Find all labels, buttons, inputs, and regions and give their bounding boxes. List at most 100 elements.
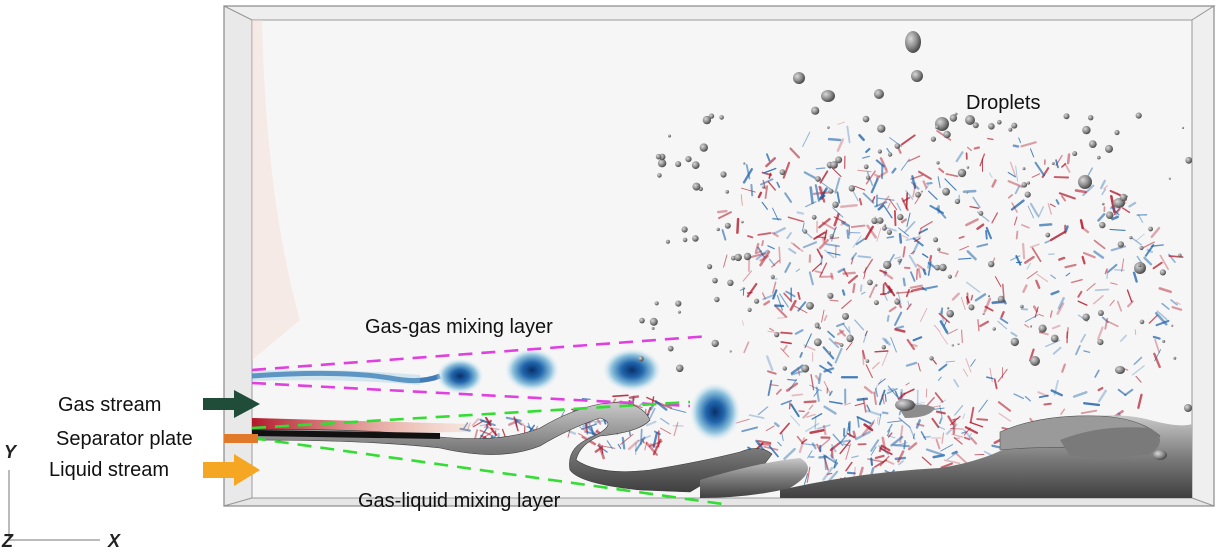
vorticity-streak (748, 293, 752, 294)
droplet (666, 240, 670, 244)
vorticity-streak (919, 269, 920, 277)
droplet (650, 318, 658, 326)
droplet (1045, 233, 1050, 238)
droplet (712, 278, 718, 284)
vorticity-streak (1023, 244, 1024, 258)
droplet (725, 190, 729, 194)
droplet (692, 161, 700, 169)
droplet (1089, 140, 1097, 148)
vorticity-streak (964, 191, 975, 192)
vorticity-streak (630, 397, 638, 398)
vorticity-streak (1014, 146, 1018, 147)
vorticity-streak (788, 380, 796, 381)
vorticity-streak (613, 395, 628, 396)
droplet (877, 125, 885, 133)
droplet (762, 186, 765, 189)
vorticity-streak (641, 429, 642, 444)
droplet (1078, 175, 1092, 189)
droplet (780, 169, 786, 175)
vorticity-streak (858, 256, 870, 257)
droplet (905, 31, 921, 53)
droplet (969, 304, 975, 310)
droplet (811, 107, 819, 115)
droplet (748, 308, 752, 312)
droplet (793, 72, 805, 84)
vorticity-streak (825, 457, 826, 470)
droplet (1138, 264, 1141, 267)
vorticity-streak (770, 385, 778, 386)
vorticity-streak (823, 238, 824, 242)
droplet (668, 346, 674, 352)
vortex-2 (504, 348, 560, 392)
droplet (1171, 325, 1173, 327)
vorticity-streak (895, 211, 896, 225)
vorticity-streak (1017, 232, 1018, 239)
droplet (1148, 227, 1153, 232)
vorticity-streak (975, 148, 979, 149)
droplet (835, 156, 842, 163)
droplet (1169, 178, 1171, 180)
droplet (866, 359, 870, 363)
vorticity-streak (1040, 224, 1051, 225)
droplet (754, 299, 759, 304)
shear-layer-halo (252, 375, 420, 380)
droplets-label: Droplets (966, 92, 1040, 115)
droplet (864, 164, 869, 169)
vorticity-streak (811, 188, 813, 203)
vorticity-streak (824, 426, 825, 434)
droplet (997, 120, 1002, 125)
droplet (1184, 404, 1192, 412)
vorticity-streak (858, 418, 859, 427)
droplet (846, 335, 853, 342)
vorticity-streak (924, 270, 926, 274)
droplet (979, 211, 984, 216)
vorticity-streak (1096, 290, 1109, 291)
vortex-4 (689, 382, 741, 442)
droplet (895, 143, 901, 149)
droplet (707, 264, 712, 269)
vorticity-streak (887, 237, 893, 238)
vorticity-streak (827, 473, 831, 474)
droplet (937, 248, 940, 251)
droplet (1114, 130, 1119, 135)
droplet (1098, 310, 1104, 316)
vorticity-streak (1044, 404, 1050, 405)
droplet (1023, 167, 1026, 170)
vorticity-streak (858, 399, 867, 400)
vorticity-streak (977, 419, 987, 420)
droplet (1030, 325, 1032, 327)
vorticity-streak (904, 441, 905, 449)
droplet (931, 137, 936, 142)
droplet (871, 218, 877, 224)
droplet (950, 114, 957, 121)
droplet (840, 343, 844, 347)
droplet (692, 235, 699, 242)
droplet (720, 171, 726, 177)
droplet (897, 214, 903, 220)
vorticity-streak (878, 417, 879, 423)
vorticity-streak (829, 139, 840, 140)
droplet (1115, 366, 1125, 374)
droplet (1008, 128, 1012, 132)
droplet (1064, 113, 1070, 119)
droplet (863, 116, 870, 123)
gas-stream-label: Gas stream (58, 394, 161, 417)
droplet (812, 215, 817, 220)
droplet (657, 173, 662, 178)
droplet (717, 228, 720, 231)
droplet (683, 238, 688, 243)
z-axis-label: Z (2, 531, 13, 552)
droplet (675, 301, 681, 307)
droplet (1025, 192, 1031, 198)
droplet (1082, 314, 1089, 321)
droplet (1162, 340, 1165, 343)
droplet (1106, 211, 1114, 219)
droplet (827, 293, 833, 299)
droplet (668, 135, 671, 138)
droplet (828, 189, 833, 194)
vorticity-streak (815, 416, 816, 428)
droplet (639, 318, 645, 324)
vorticity-streak (1076, 190, 1086, 192)
vorticity-streak (841, 205, 856, 206)
